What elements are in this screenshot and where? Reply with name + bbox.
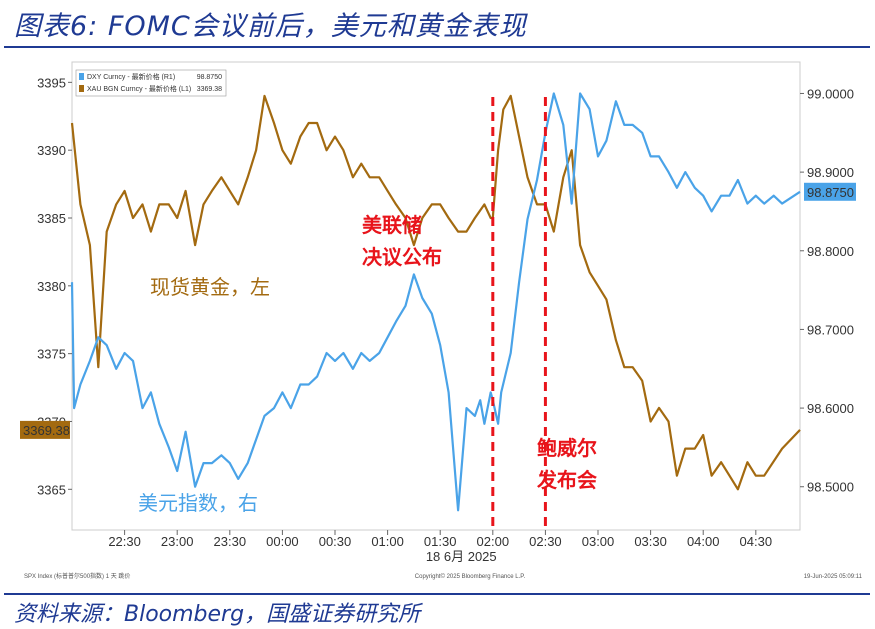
x-tick-label: 02:30 [529,534,562,549]
footer-left: SPX Index (标普普尔500指数) 1 天 跳价 [24,572,130,580]
title-rule [4,46,870,48]
right-tick-label: 98.6000 [807,401,854,416]
gold-series-label: 现货黄金，左 [150,275,270,299]
x-tick-label: 23:30 [214,534,247,549]
legend-value-dxy: 98.8750 [197,74,222,81]
left-tick-label: 3365 [37,482,66,497]
x-axis: 22:30 23:00 23:30 00:00 00:30 01:00 01:30 02:00… [108,530,772,549]
x-tick-label: 04:00 [687,534,720,549]
x-tick-label: 03:30 [634,534,667,549]
x-tick-label: 03:00 [582,534,615,549]
dxy-current-label-bg [804,182,856,201]
plot-area [71,61,801,531]
right-tick-label: 98.9000 [807,165,854,180]
right-axis: 98.5000 98.6000 98.7000 98.8000 98.9000 99.00… [800,86,854,495]
fed-decision-label-line1: 美联储 [362,213,422,237]
right-tick-label: 98.7000 [807,322,854,337]
source-rule [4,593,870,595]
left-tick-label: 3380 [37,279,66,294]
gold-current-label-bg [20,420,70,439]
right-tick-label: 98.5000 [807,480,854,495]
x-tick-label: 02:00 [477,534,510,549]
dxy-series-label: 美元指数，右 [138,491,258,515]
left-tick-label: 3375 [37,347,66,362]
fed-decision-label-line2: 决议公布 [362,245,442,269]
legend-entry-dxy: DXY Curncy - 最新价格 (R1) [87,72,175,81]
gold-series-line [70,94,801,491]
legend: DXY Curncy - 最新价格 (R1) 98.8750 XAU BGN C… [75,69,227,97]
legend-value-gold: 3369.38 [197,86,222,93]
dxy-current-label: 98.8750 [807,185,854,200]
x-tick-label: 04:30 [740,534,773,549]
right-tick-label: 99.0000 [807,86,854,101]
left-tick-label: 3385 [37,211,66,226]
source-note: 资料来源：Bloomberg，国盛证券研究所 [14,602,421,627]
series [70,92,801,512]
footer-right: 19-Jun-2025 05:09:11 [804,574,863,580]
legend-box [75,69,227,97]
powell-label-line2: 发布会 [536,468,597,492]
footer-center: Copyright© 2025 Bloomberg Finance L.P. [415,573,526,580]
chart-title: 图表6: FOMC会议前后，美元和黄金表现 [14,11,527,42]
x-tick-label: 01:30 [424,534,457,549]
current-value-labels: 3369.38 98.8750 [20,182,856,439]
right-tick-label: 98.8000 [807,244,854,259]
x-tick-label: 00:00 [266,534,299,549]
left-axis: 3365337033753380338533903395 [37,75,72,497]
dxy-series-line [70,92,801,512]
legend-swatch-gold [79,85,84,92]
gold-current-label: 3369.38 [23,423,70,438]
x-tick-label: 00:30 [319,534,352,549]
x-tick-label: 01:00 [371,534,404,549]
powell-label-line1: 鲍威尔 [537,436,597,460]
left-tick-label: 3390 [37,143,66,158]
event-lines [491,97,547,530]
left-tick-label: 3395 [37,75,66,90]
x-tick-label: 23:00 [161,534,194,549]
legend-swatch-dxy [79,73,84,80]
legend-entry-gold: XAU BGN Curncy - 最新价格 (L1) [87,84,191,93]
x-tick-label: 22:30 [108,534,141,549]
x-axis-caption: 18 6月 2025 [426,549,497,564]
